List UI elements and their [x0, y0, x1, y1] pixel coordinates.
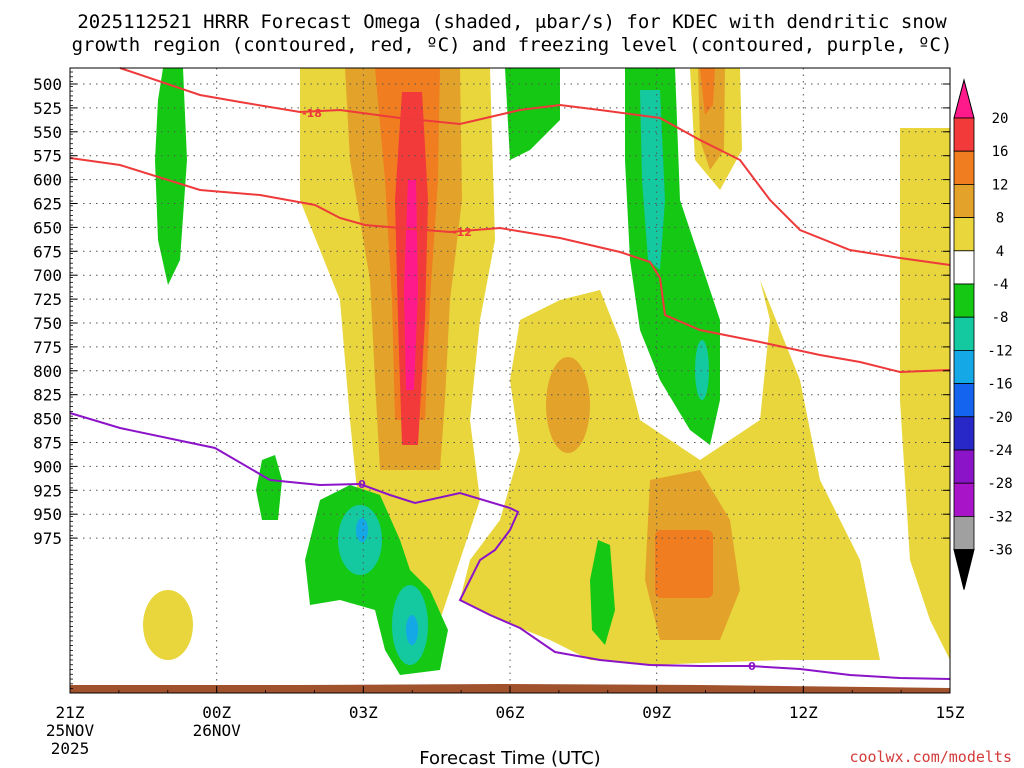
- shade-orange-lower: [655, 530, 713, 598]
- y-tick-label-925: 925: [33, 481, 62, 500]
- colorbar-bottom-arrow: [953, 549, 975, 590]
- y-tick-label-550: 550: [33, 123, 62, 142]
- colorbar-label--24: -24: [987, 443, 1012, 459]
- colorbar-segment-7: [953, 316, 975, 351]
- colorbar-label--32: -32: [987, 509, 1012, 525]
- x-tick-label-15Z: 15Z: [936, 703, 965, 722]
- purple-contour-label-0b: 0: [748, 660, 756, 673]
- red-contour-label-minus18: -18: [302, 107, 322, 120]
- shade-yellow-right: [900, 128, 950, 660]
- y-tick-label-850: 850: [33, 410, 62, 429]
- colorbar-segment-8: [953, 349, 975, 384]
- chart-grid: [70, 68, 950, 693]
- x-axis-label: Forecast Time (UTC): [419, 748, 600, 768]
- shade-blue-lower-2: [356, 518, 368, 542]
- x-tick-label-21Z: 21Z: [56, 703, 85, 722]
- y-tick-label-825: 825: [33, 386, 62, 405]
- x-tick-label-00Z: 00Z: [202, 703, 231, 722]
- x-tick-date-00Z: 26NOV: [193, 721, 242, 740]
- shade-teal-right-lower: [695, 340, 709, 400]
- credit-text: coolwx.com/modelts: [849, 748, 1012, 766]
- shade-yellow-small-1: [143, 590, 193, 660]
- shade-yellow-small-2: [786, 551, 814, 599]
- omega-shading: [143, 68, 950, 675]
- y-tick-label-725: 725: [33, 290, 62, 309]
- shade-teal-right-band: [640, 90, 665, 270]
- y-tick-label-700: 700: [33, 266, 62, 285]
- y-tick-label-625: 625: [33, 195, 62, 214]
- colorbar-segment-10: [953, 416, 975, 451]
- y-tick-label-875: 875: [33, 434, 62, 453]
- colorbar-label--28: -28: [987, 476, 1012, 492]
- y-tick-label-575: 575: [33, 147, 62, 166]
- y-tick-label-675: 675: [33, 242, 62, 261]
- colorbar-label--12: -12: [987, 343, 1012, 359]
- colorbar-label--20: -20: [987, 410, 1012, 426]
- colorbar-label-20: 20: [992, 111, 1009, 127]
- y-tick-label-900: 900: [33, 457, 62, 476]
- colorbar-segment-12: [953, 482, 975, 517]
- purple-contour-label-0a: 0: [358, 478, 366, 491]
- shade-magenta-main: [404, 180, 418, 390]
- colorbar-label--8: -8: [992, 310, 1009, 326]
- y-tick-label-775: 775: [33, 338, 62, 357]
- colorbar-label-8: 8: [996, 211, 1004, 227]
- y-tick-label-750: 750: [33, 314, 62, 333]
- red-contour-label-minus12: -12: [452, 226, 472, 239]
- chart-title-line1: 2025112521 HRRR Forecast Omega (shaded, …: [77, 11, 947, 33]
- red-contour-minus18: [119, 67, 951, 266]
- y-tick-label-525: 525: [33, 99, 62, 118]
- colorbar-segment-4: [953, 217, 975, 252]
- colorbar-label--16: -16: [987, 377, 1012, 393]
- purple-freezing-level: [69, 412, 951, 680]
- colorbar-segment-9: [953, 383, 975, 418]
- colorbar-label-4: 4: [996, 244, 1004, 260]
- colorbar-label-12: 12: [992, 177, 1009, 193]
- shade-orange-top-right: [700, 68, 715, 115]
- colorbar-segment-3: [953, 183, 975, 218]
- colorbar-top-arrow: [953, 78, 975, 119]
- x-tick-label-12Z: 12Z: [789, 703, 818, 722]
- colorbar-segment-2: [953, 150, 975, 185]
- shade-green-small: [256, 455, 282, 520]
- shade-green-top-mid: [505, 68, 560, 160]
- x-tick-year-21Z: 2025: [51, 739, 90, 758]
- y-tick-label-950: 950: [33, 505, 62, 524]
- y-tick-label-600: 600: [33, 171, 62, 190]
- y-axis: 500 525 550 575 600 625 650 675 700 725 750 775 800 8…: [33, 71, 950, 690]
- y-tick-label-800: 800: [33, 362, 62, 381]
- x-tick-label-06Z: 06Z: [496, 703, 525, 722]
- colorbar-segment-6: [953, 283, 975, 318]
- colorbar-label-16: 16: [992, 144, 1009, 160]
- colorbar-segment-13: [953, 516, 975, 551]
- colorbar-segment-5: [953, 250, 975, 285]
- shade-green-lower-right: [590, 540, 615, 645]
- y-tick-label-650: 650: [33, 218, 62, 237]
- y-tick-label-500: 500: [33, 75, 62, 94]
- colorbar-label--36: -36: [987, 543, 1012, 559]
- shade-green-left: [155, 68, 187, 285]
- colorbar-segment-11: [953, 449, 975, 484]
- colorbar-label--4: -4: [992, 277, 1009, 293]
- shade-blue-lower: [406, 615, 418, 645]
- x-tick-date-21Z: 25NOV: [46, 721, 95, 740]
- x-tick-label-09Z: 09Z: [642, 703, 671, 722]
- shade-gold-mid: [546, 357, 590, 453]
- chart-title-line2: growth region (contoured, red, ºC) and f…: [72, 34, 953, 56]
- red-contour-minus12: [69, 157, 951, 374]
- y-tick-label-975: 975: [33, 529, 62, 548]
- x-tick-label-03Z: 03Z: [349, 703, 378, 722]
- colorbar-segment-1: [953, 117, 975, 152]
- colorbar: 20 16 12 8 4 -4 -8 -12 -16 -20 -24 -28 -32 -36: [953, 78, 1013, 590]
